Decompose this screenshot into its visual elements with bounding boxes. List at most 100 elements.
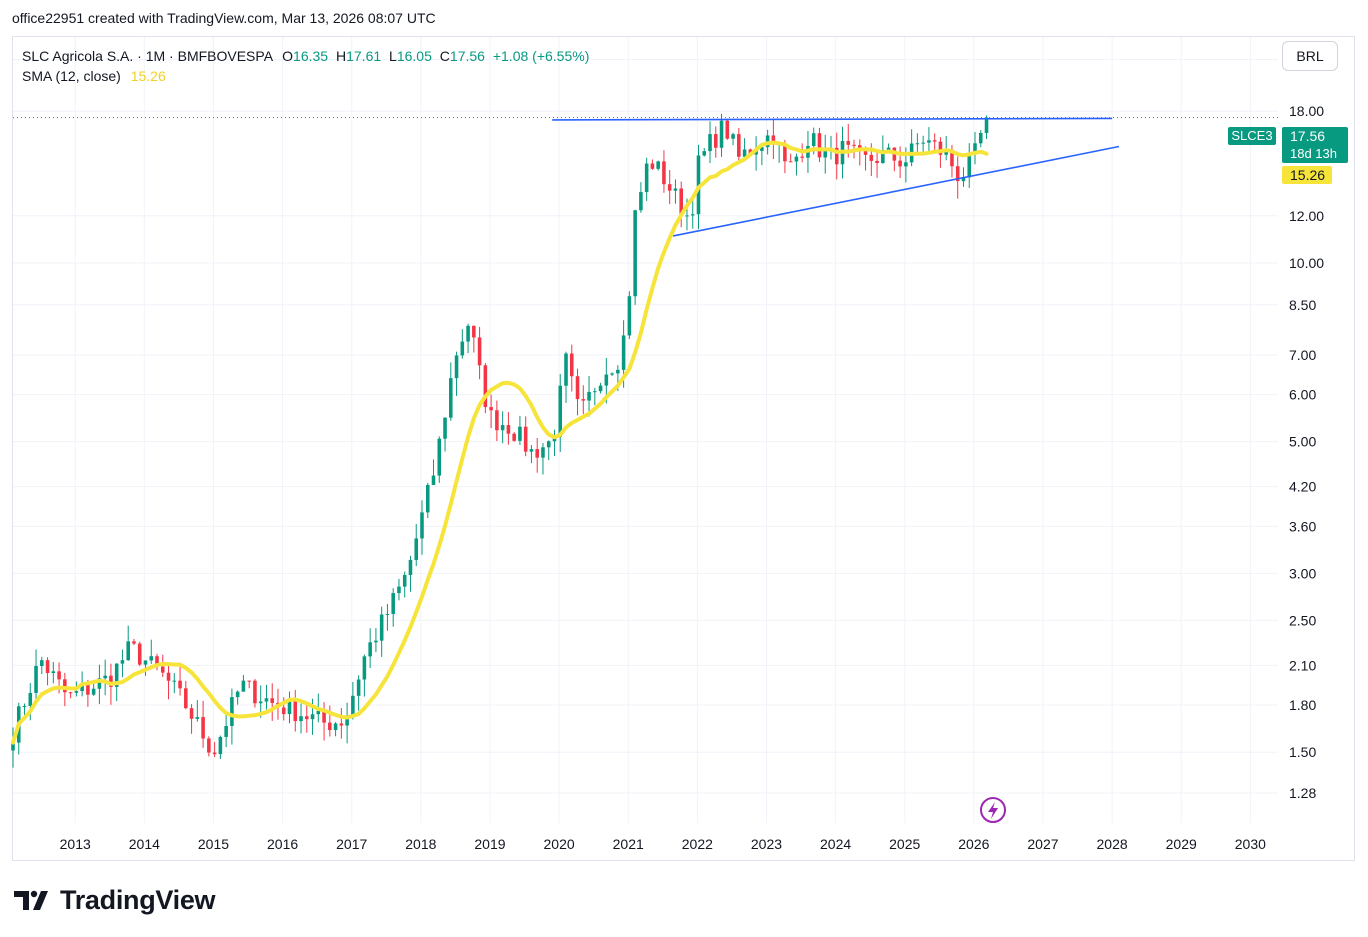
- candle: [460, 329, 465, 359]
- y-tick-label: 3.00: [1289, 565, 1316, 581]
- candle: [414, 523, 419, 567]
- x-tick-label: 2026: [958, 836, 989, 852]
- candle: [253, 679, 257, 708]
- candle: [737, 127, 741, 161]
- y-tick-label: 3.60: [1289, 518, 1316, 534]
- x-tick-label: 2016: [267, 836, 298, 852]
- close-label: C: [439, 48, 450, 64]
- candle: [247, 680, 251, 689]
- candle: [593, 387, 597, 406]
- candle: [881, 135, 885, 164]
- candle: [955, 156, 960, 199]
- candle: [506, 412, 511, 445]
- candle: [195, 700, 200, 722]
- candle: [103, 659, 107, 696]
- candle: [575, 368, 580, 416]
- x-tick-label: 2018: [405, 836, 436, 852]
- x-tick-label: 2019: [474, 836, 505, 852]
- candle: [472, 325, 476, 353]
- candle: [512, 431, 516, 442]
- candle: [385, 604, 390, 631]
- candle: [97, 664, 102, 705]
- logo-text: TradingView: [60, 884, 216, 915]
- y-tick-label: 4.20: [1289, 479, 1316, 495]
- x-tick-label: 2020: [544, 836, 575, 852]
- candle: [667, 170, 672, 205]
- candle: [287, 691, 292, 724]
- chart-legend: SLC Agricola S.A. · 1M · BMFBOVESPA O16.…: [22, 46, 589, 86]
- candle: [345, 702, 349, 744]
- x-tick-label: 2027: [1027, 836, 1058, 852]
- trendline: [672, 145, 1120, 237]
- candle: [68, 691, 73, 699]
- tradingview-logo-icon: [14, 890, 48, 910]
- candle: [189, 704, 194, 734]
- x-tick-label: 2029: [1166, 836, 1197, 852]
- candle: [425, 482, 430, 519]
- open-label: O: [282, 48, 294, 64]
- candle: [823, 134, 828, 174]
- low-value: 16.05: [396, 48, 432, 64]
- y-tick-label: 12.00: [1289, 208, 1324, 224]
- candle: [967, 143, 972, 188]
- x-tick-label: 2022: [682, 836, 713, 852]
- symbol-name[interactable]: SLC Agricola S.A. · 1M · BMFBOVESPA: [22, 48, 273, 64]
- candle: [293, 689, 298, 732]
- candle: [351, 681, 355, 720]
- candle: [725, 118, 730, 140]
- candle: [201, 700, 205, 748]
- candle: [569, 344, 574, 392]
- candle: [449, 362, 453, 421]
- candle: [40, 656, 44, 675]
- candle: [483, 363, 488, 414]
- candle: [166, 664, 171, 700]
- candle: [397, 578, 401, 601]
- sma-value: 15.26: [130, 68, 166, 84]
- candle: [777, 143, 781, 163]
- candle: [155, 653, 159, 671]
- low-label: L: [389, 48, 397, 64]
- candle: [523, 416, 528, 457]
- candle: [172, 673, 177, 694]
- candle: [627, 291, 632, 340]
- lightning-icon[interactable]: [980, 797, 1006, 823]
- candle: [235, 690, 240, 705]
- candle: [402, 571, 407, 598]
- candle: [529, 445, 534, 464]
- candle: [339, 708, 344, 739]
- x-tick-label: 2030: [1235, 836, 1266, 852]
- x-tick-label: 2015: [198, 836, 229, 852]
- x-tick-label: 2028: [1097, 836, 1128, 852]
- candle: [679, 181, 684, 228]
- candle: [149, 639, 154, 664]
- change-value: +1.08 (+6.55%): [492, 48, 590, 64]
- currency-button[interactable]: BRL: [1282, 41, 1338, 71]
- candle: [466, 323, 470, 354]
- candle: [500, 411, 505, 444]
- candle: [218, 735, 223, 760]
- candle: [184, 680, 188, 710]
- candle: [368, 628, 372, 669]
- trendline: [552, 117, 1113, 121]
- x-tick-label: 2017: [336, 836, 367, 852]
- candle: [224, 714, 228, 748]
- candle: [495, 400, 499, 442]
- candle: [379, 606, 384, 657]
- candle: [656, 160, 660, 171]
- y-axis-labels: 1.28 1.50 1.80 2.10 2.50 3.00 3.60 4.20 5.00 6.00…: [1289, 51, 1324, 801]
- high-label: H: [335, 48, 347, 64]
- candlesticks: [11, 113, 989, 768]
- tradingview-logo[interactable]: TradingView: [14, 884, 216, 916]
- candle: [546, 440, 551, 461]
- x-tick-label: 2013: [60, 836, 91, 852]
- sma-polyline: [11, 140, 989, 745]
- open-value: 16.35: [293, 48, 329, 64]
- candle: [644, 157, 649, 201]
- x-tick-label: 2025: [889, 836, 920, 852]
- sma-label[interactable]: SMA (12, close): [22, 68, 121, 84]
- candle: [978, 130, 983, 148]
- candle: [552, 429, 557, 456]
- candle: [662, 150, 666, 193]
- candle: [443, 417, 447, 452]
